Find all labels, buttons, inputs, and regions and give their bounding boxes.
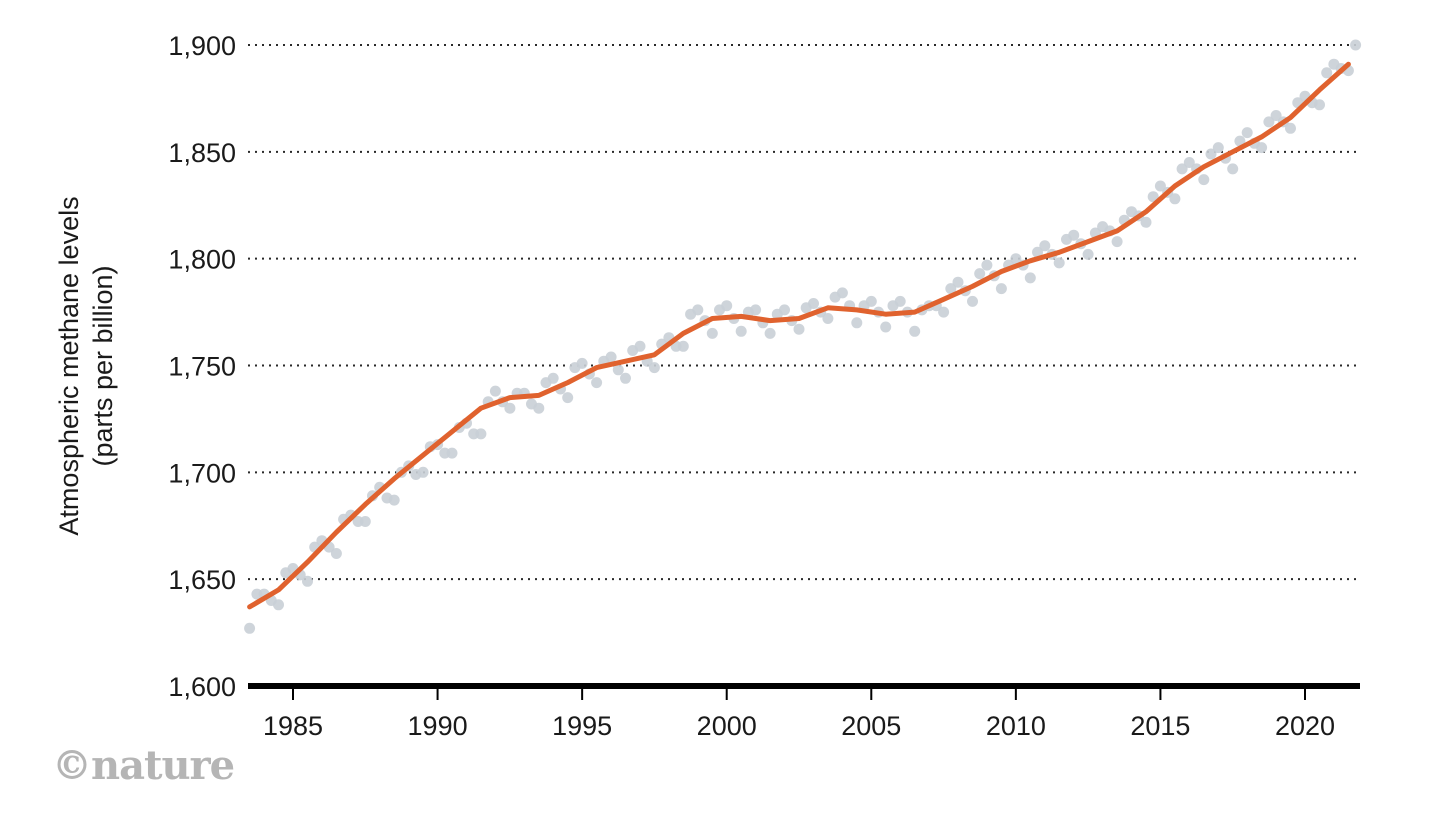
data-point <box>1234 135 1246 147</box>
data-point <box>721 300 733 312</box>
data-point <box>359 516 371 527</box>
data-point <box>865 295 877 307</box>
data-point <box>591 377 603 389</box>
y-tick-label-1600: 1,600 <box>168 672 236 702</box>
data-point <box>1010 253 1022 265</box>
data-point <box>967 295 978 307</box>
data-point <box>692 304 704 316</box>
y-axis-title: Atmospheric methane levels (parts per bi… <box>54 196 118 535</box>
data-point <box>974 268 986 280</box>
data-point <box>634 340 646 352</box>
trend-line <box>247 61 1351 610</box>
data-point <box>1350 39 1362 51</box>
data-point <box>489 385 501 397</box>
data-point <box>894 295 906 307</box>
data-point <box>273 599 284 611</box>
data-point <box>1256 142 1268 154</box>
data-point <box>1082 248 1094 260</box>
data-point <box>1032 246 1043 258</box>
data-point <box>735 325 747 337</box>
data-point <box>612 364 624 376</box>
data-point <box>793 323 805 335</box>
monthly-points <box>244 39 1362 634</box>
x-tick-label-2010: 2010 <box>986 711 1046 741</box>
data-point <box>1321 67 1333 79</box>
data-point <box>1241 127 1253 139</box>
data-point <box>1111 236 1123 248</box>
data-point <box>547 372 559 384</box>
data-point <box>1205 148 1217 160</box>
data-point <box>388 494 400 506</box>
y-tick-label-1650: 1,650 <box>168 565 236 595</box>
data-point <box>764 327 776 339</box>
x-tick-label-2005: 2005 <box>841 711 901 741</box>
y-axis-title-main: Atmospheric methane levels <box>54 196 84 535</box>
data-point <box>620 372 631 384</box>
x-tick-label-2015: 2015 <box>1130 711 1190 741</box>
data-point <box>1147 191 1159 203</box>
data-point <box>909 325 921 337</box>
y-tick-label-1850: 1,850 <box>168 138 236 168</box>
data-point <box>1227 163 1239 175</box>
data-point <box>605 351 617 363</box>
data-point <box>851 317 863 329</box>
data-point <box>945 283 957 295</box>
data-point <box>446 447 458 459</box>
data-point <box>576 357 588 369</box>
x-tick-label-2020: 2020 <box>1275 711 1335 741</box>
data-point <box>1285 122 1296 134</box>
x-tick-label-2000: 2000 <box>697 711 757 741</box>
data-point <box>417 466 429 478</box>
axes: 1,600 1,650 1,700 1,750 1,800 1,850 1,900 1985 1… <box>168 31 1360 741</box>
data-point <box>244 622 256 634</box>
x-tick-label-1985: 1985 <box>263 711 323 741</box>
x-tick-label-1990: 1990 <box>408 711 468 741</box>
data-point <box>808 298 819 309</box>
trend-line-layer <box>247 61 1351 610</box>
data-point <box>995 283 1007 295</box>
data-point <box>1068 229 1080 241</box>
data-point <box>1198 174 1210 186</box>
y-tick-label-1800: 1,800 <box>168 245 236 275</box>
data-point <box>952 276 964 288</box>
data-point <box>706 327 718 339</box>
data-point <box>562 392 574 404</box>
data-point <box>981 259 993 271</box>
data-point <box>302 575 313 587</box>
data-point <box>750 304 762 316</box>
y-tick-label-1750: 1,750 <box>168 352 236 382</box>
data-point <box>1053 257 1065 269</box>
y-tick-label-1900: 1,900 <box>168 31 236 61</box>
data-point <box>1183 157 1195 168</box>
data-point <box>1024 272 1036 284</box>
data-point <box>475 428 487 440</box>
data-point <box>779 304 790 316</box>
data-point <box>938 306 950 318</box>
data-point <box>648 362 660 374</box>
data-point <box>677 340 689 352</box>
nature-watermark: ©nature <box>52 742 235 789</box>
data-point <box>1154 180 1166 192</box>
data-point <box>1263 116 1275 128</box>
data-point <box>1212 142 1224 154</box>
data-point <box>1169 193 1181 205</box>
data-point <box>1270 110 1282 121</box>
data-point <box>1140 216 1152 228</box>
x-tick-label-1995: 1995 <box>552 711 612 741</box>
data-point <box>533 402 545 414</box>
y-tick-label-1700: 1,700 <box>168 458 236 488</box>
data-point <box>822 313 834 324</box>
data-point <box>1176 163 1188 175</box>
data-point <box>836 287 848 299</box>
data-point <box>504 402 516 414</box>
data-point <box>1039 240 1051 252</box>
data-point <box>1314 99 1325 111</box>
data-point <box>880 321 892 333</box>
y-axis-title-sub: (parts per billion) <box>88 265 118 466</box>
data-point <box>330 548 342 559</box>
